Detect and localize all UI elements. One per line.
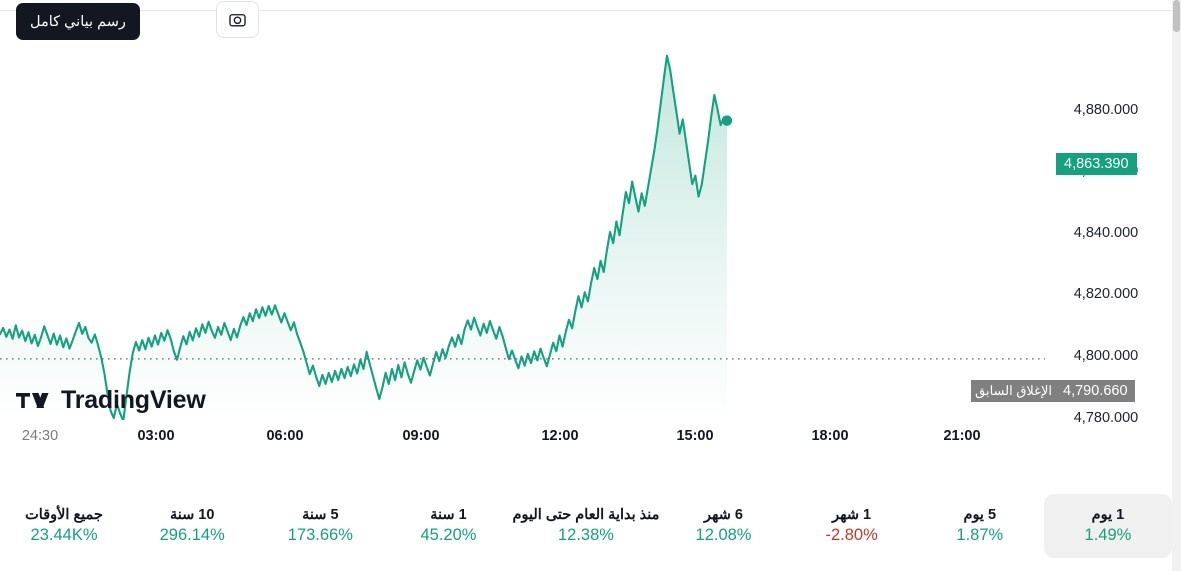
price-tick: 4,780.000 bbox=[1073, 410, 1139, 426]
period-change-value: 23.44K% bbox=[30, 526, 98, 544]
time-tick: 06:00 bbox=[266, 428, 304, 444]
period-change-value: 45.20% bbox=[420, 526, 477, 544]
time-tick: 24:30 bbox=[21, 428, 59, 444]
period-item[interactable]: 1 يوم 1.49% bbox=[1043, 494, 1172, 558]
period-selector[interactable]: 1 يوم 1.49% 5 يوم 1.87% 1 شهر -2.80% 6 شهر 12.0… bbox=[0, 487, 1172, 565]
period-change-value: 296.14% bbox=[159, 526, 225, 544]
period-item[interactable]: 1 شهر -2.80% bbox=[788, 494, 916, 558]
period-label: 5 يوم bbox=[963, 507, 997, 523]
scrollbar-thumb[interactable] bbox=[1173, 0, 1180, 32]
price-chart[interactable] bbox=[0, 40, 1045, 420]
period-item[interactable]: 1 سنة 45.20% bbox=[384, 494, 512, 558]
period-change-value: 173.66% bbox=[287, 526, 353, 544]
price-tick: 4,840.000 bbox=[1073, 225, 1139, 241]
period-label: 1 يوم bbox=[1091, 507, 1125, 523]
full-chart-tooltip: رسم بياني كامل bbox=[16, 3, 140, 40]
price-axis[interactable]: 4,880.0004,860.0004,840.0004,820.0004,80… bbox=[971, 40, 1172, 426]
price-tick: 4,820.000 bbox=[1073, 286, 1139, 302]
page-scrollbar[interactable] bbox=[1172, 0, 1181, 571]
time-tick: 18:00 bbox=[811, 428, 849, 444]
period-label: 10 سنة bbox=[169, 507, 215, 523]
period-item[interactable]: 5 يوم 1.87% bbox=[916, 494, 1044, 558]
price-tick: 4,800.000 bbox=[1073, 348, 1139, 364]
snapshot-button[interactable] bbox=[216, 1, 259, 38]
chart-canvas bbox=[0, 54, 1045, 420]
camera-icon bbox=[229, 14, 246, 27]
time-tick: 21:00 bbox=[943, 428, 981, 444]
period-item[interactable]: منذ بداية العام حتى اليوم 12.38% bbox=[513, 494, 660, 558]
period-change-value: 1.87% bbox=[956, 526, 1004, 544]
period-item[interactable]: 10 سنة 296.14% bbox=[128, 494, 256, 558]
price-tick: 4,880.000 bbox=[1073, 102, 1139, 118]
last-price-marker bbox=[721, 115, 733, 126]
chart-line bbox=[0, 54, 729, 420]
period-change-value: 12.08% bbox=[695, 526, 752, 544]
last-price-badge: 4,863.390 bbox=[1056, 153, 1137, 175]
tooltip-label: رسم بياني كامل bbox=[30, 13, 126, 30]
time-tick: 03:00 bbox=[137, 428, 175, 444]
period-item[interactable]: 6 شهر 12.08% bbox=[659, 494, 787, 558]
time-tick: 09:00 bbox=[402, 428, 440, 444]
previous-close-badge: 4,790.660 bbox=[1056, 380, 1135, 402]
previous-close-label: الإغلاق السابق bbox=[971, 380, 1056, 402]
chart-area-fill bbox=[0, 55, 727, 420]
period-label: 5 سنة bbox=[302, 507, 339, 523]
header-divider bbox=[0, 10, 1172, 11]
period-label: منذ بداية العام حتى اليوم bbox=[512, 507, 660, 523]
period-label: 1 سنة bbox=[430, 507, 467, 523]
period-label: 1 شهر bbox=[832, 507, 872, 523]
period-change-value: 1.49% bbox=[1084, 526, 1132, 544]
time-tick: 12:00 bbox=[541, 428, 579, 444]
period-label: 6 شهر bbox=[704, 507, 743, 523]
period-label: جميع الأوقات bbox=[25, 507, 103, 523]
period-item[interactable]: 5 سنة 173.66% bbox=[256, 494, 384, 558]
time-tick: 15:00 bbox=[676, 428, 714, 444]
period-change-value: 12.38% bbox=[558, 526, 614, 544]
time-axis: 24:30 03:00 06:00 09:00 12:00 15:00 18:00 21:00 bbox=[0, 428, 1045, 456]
period-item[interactable]: جميع الأوقات 23.44K% bbox=[0, 494, 128, 558]
period-change-value: -2.80% bbox=[825, 526, 878, 544]
